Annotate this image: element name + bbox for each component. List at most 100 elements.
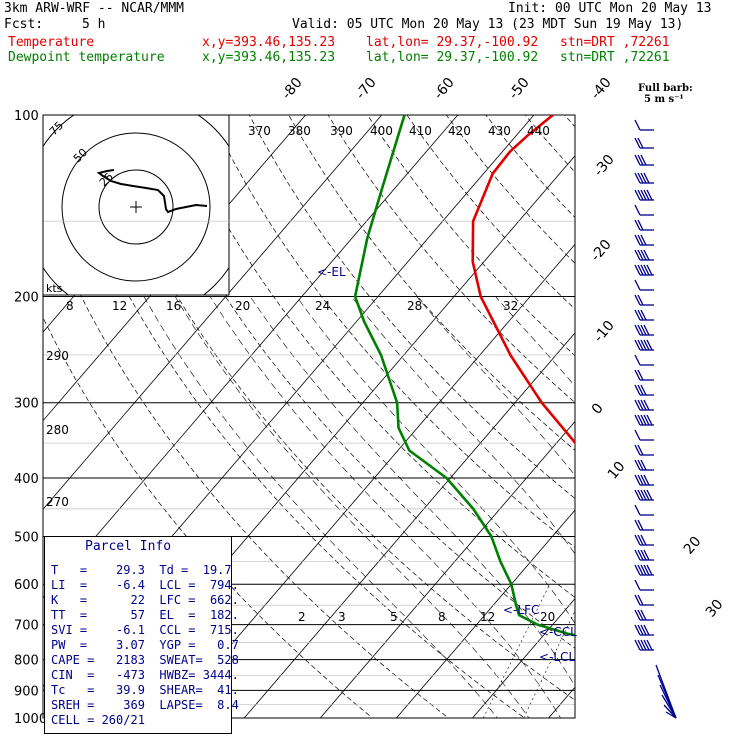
mixing-ratio-label: 20 xyxy=(540,610,555,624)
wind-barb xyxy=(634,172,654,184)
forecast-label: Fcst: xyxy=(4,17,44,32)
wind-barb-flag xyxy=(634,234,641,246)
wind-barb-flag xyxy=(646,264,653,276)
wind-barb-flag xyxy=(646,189,653,201)
ccl-annotation: <-CCL xyxy=(539,625,577,639)
parcel-row: LI = -6.4 LCL = 794. xyxy=(51,578,239,592)
wind-barb-flag xyxy=(637,624,644,636)
wind-barb-flag xyxy=(634,639,641,651)
wind-barb-flag xyxy=(640,549,647,561)
wind-barb xyxy=(634,579,654,591)
wind-barb-flag xyxy=(643,249,650,261)
wind-barb-flag xyxy=(634,279,641,291)
parcel-row: Tc = 39.9 SHEAR= 41. xyxy=(51,683,239,697)
moist-adiabat-line xyxy=(209,296,561,718)
wind-barb-flag xyxy=(640,234,647,246)
pressure-tick-label: 500 xyxy=(14,530,39,545)
wind-barb xyxy=(634,534,654,546)
wind-barb-flag xyxy=(640,414,647,426)
wind-barb-flag xyxy=(634,204,641,216)
mixing-ratio-label: 8 xyxy=(438,610,446,624)
wind-barb-flag xyxy=(640,474,647,486)
wind-barb xyxy=(634,234,654,246)
moist-adiabat-line xyxy=(416,296,575,476)
wind-barb-flag xyxy=(634,489,641,501)
parcel-row: K = 22 LFC = 662. xyxy=(51,593,239,607)
wind-barb-flag xyxy=(643,172,650,184)
theta-label: 410 xyxy=(409,124,432,138)
mixing-ratio-line xyxy=(577,584,638,718)
dry-adiabat-line xyxy=(643,115,740,731)
wind-barb-flag xyxy=(640,639,647,651)
wind-barb xyxy=(634,369,654,381)
wind-barb xyxy=(634,279,654,291)
wind-barb-flag xyxy=(643,264,650,276)
theta-label: 430 xyxy=(488,124,511,138)
wind-barb-flag xyxy=(643,474,650,486)
barb-legend-title: Full barb: xyxy=(638,83,693,94)
isotherm-label: -20 xyxy=(588,237,615,265)
moist-adiabat-line xyxy=(495,296,575,387)
hodograph-speed-label: 16 xyxy=(166,299,181,313)
wind-barb-flag xyxy=(640,309,647,321)
mixing-ratio-line xyxy=(629,584,687,718)
parcel-row: SVI = -6.1 CCL = 715. xyxy=(51,623,239,637)
parcel-row: CAPE = 2183 SWEAT= 528 xyxy=(51,653,239,667)
height-label: 290 xyxy=(46,349,69,363)
parcel-row: TT = 57 EL = 182. xyxy=(51,608,239,622)
lfc-annotation: <-LFC xyxy=(503,603,539,617)
wind-barb-flag xyxy=(640,489,647,501)
parcel-row: PW = 3.07 YGP = 0.7 xyxy=(51,638,239,652)
mixing-ratio-label: 2 xyxy=(298,610,306,624)
wind-barb-flag xyxy=(637,369,644,381)
wind-barb xyxy=(634,519,654,531)
wind-barb xyxy=(634,549,654,561)
wind-barb-flag xyxy=(640,339,647,351)
dry-adiabat-line xyxy=(130,115,575,649)
theta-label: 370 xyxy=(248,124,271,138)
wind-barb-flag xyxy=(634,564,641,576)
wind-barb-flag xyxy=(634,354,641,366)
wind-barb-flag xyxy=(643,339,650,351)
isotherm-label: 30 xyxy=(703,597,727,621)
wind-barb-flag xyxy=(640,154,647,166)
wind-barb xyxy=(634,639,654,651)
dewpoint-xy: x,y=393.46,135.23 xyxy=(202,50,336,65)
dry-adiabat-line xyxy=(604,115,740,731)
wind-barb-flag xyxy=(637,489,644,501)
wind-barb-flag xyxy=(643,639,650,651)
isotherm-label: -80 xyxy=(279,75,306,103)
dry-adiabat-line xyxy=(288,115,575,451)
pressure-tick-label: 300 xyxy=(14,397,39,412)
wind-barb xyxy=(634,339,654,351)
wind-barb-flag xyxy=(637,474,644,486)
wind-barb-flag xyxy=(637,459,644,471)
hodograph-unit-label: kts xyxy=(46,282,63,295)
wind-barb-flag xyxy=(634,369,641,381)
wind-barb-flag xyxy=(637,154,644,166)
pressure-tick-label: 600 xyxy=(14,578,39,593)
wind-barb-flag xyxy=(637,309,644,321)
moist-adiabat-line xyxy=(249,296,575,687)
wind-barb-flag xyxy=(634,339,641,351)
wind-barb xyxy=(634,459,654,471)
wind-barb-flag xyxy=(634,294,641,306)
valid-time: Valid: 05 UTC Mon 20 May 13 (23 MDT Sun … xyxy=(292,17,684,32)
wind-barb-staff xyxy=(661,694,677,719)
wind-barb-flag xyxy=(640,189,647,201)
wind-barb-flag xyxy=(634,609,641,621)
dewpoint-latlon: lat,lon= 29.37,-100.92 xyxy=(366,50,539,65)
mixing-ratio-label: 3 xyxy=(338,610,346,624)
hodograph-rings xyxy=(43,115,229,295)
wind-barb-flag xyxy=(634,519,641,531)
isotherm-label: -70 xyxy=(353,75,380,103)
hodograph-trace xyxy=(96,169,208,214)
wind-barb-flag xyxy=(634,459,641,471)
wind-barb xyxy=(634,384,654,396)
wind-barb-flag xyxy=(646,414,653,426)
wind-barb xyxy=(634,324,654,336)
wind-barb-flag xyxy=(640,459,647,471)
wind-barb xyxy=(634,489,654,501)
moist-adiabat-line xyxy=(688,297,740,731)
height-label: 280 xyxy=(46,423,69,437)
